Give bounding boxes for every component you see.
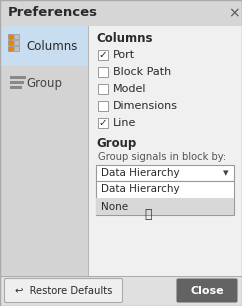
Text: Dimensions: Dimensions xyxy=(113,101,178,111)
Bar xyxy=(88,26,242,276)
Bar xyxy=(10,86,22,89)
Text: ×: × xyxy=(228,6,240,20)
Bar xyxy=(0,26,88,276)
FancyBboxPatch shape xyxy=(5,278,122,303)
Text: Data Hierarchy: Data Hierarchy xyxy=(101,185,180,195)
Text: Port: Port xyxy=(113,50,135,60)
Text: Group: Group xyxy=(26,76,62,89)
Text: Group: Group xyxy=(96,136,136,150)
Bar xyxy=(14,46,19,51)
Bar xyxy=(96,181,234,215)
Text: None: None xyxy=(101,201,128,211)
Text: ✓: ✓ xyxy=(99,118,107,128)
Text: Columns: Columns xyxy=(96,32,152,44)
Bar xyxy=(98,84,108,94)
Text: ✓: ✓ xyxy=(99,50,107,60)
Bar xyxy=(98,118,108,128)
Bar xyxy=(96,198,234,215)
Text: Line: Line xyxy=(113,118,136,128)
Bar xyxy=(10,81,24,84)
Bar xyxy=(8,46,13,51)
Text: Model: Model xyxy=(113,84,146,94)
Bar xyxy=(10,76,26,79)
Bar xyxy=(0,0,242,26)
Bar xyxy=(0,26,88,66)
Bar xyxy=(98,67,108,77)
Bar xyxy=(96,165,234,181)
Text: Data Hierarchy: Data Hierarchy xyxy=(101,168,180,178)
Text: Block Path: Block Path xyxy=(113,67,171,77)
FancyBboxPatch shape xyxy=(176,278,237,303)
Bar xyxy=(14,34,19,39)
Bar xyxy=(0,276,242,306)
Bar xyxy=(98,50,108,60)
Text: Group signals in block by:: Group signals in block by: xyxy=(98,152,226,162)
Text: ↩  Restore Defaults: ↩ Restore Defaults xyxy=(15,285,112,296)
Text: ▾: ▾ xyxy=(223,168,229,178)
Bar xyxy=(8,40,13,45)
Text: 👆: 👆 xyxy=(144,208,152,221)
Text: Close: Close xyxy=(190,285,224,296)
Bar xyxy=(98,101,108,111)
Text: Columns: Columns xyxy=(26,39,77,53)
Bar xyxy=(14,40,19,45)
Text: Preferences: Preferences xyxy=(8,6,98,20)
Bar xyxy=(8,34,13,39)
